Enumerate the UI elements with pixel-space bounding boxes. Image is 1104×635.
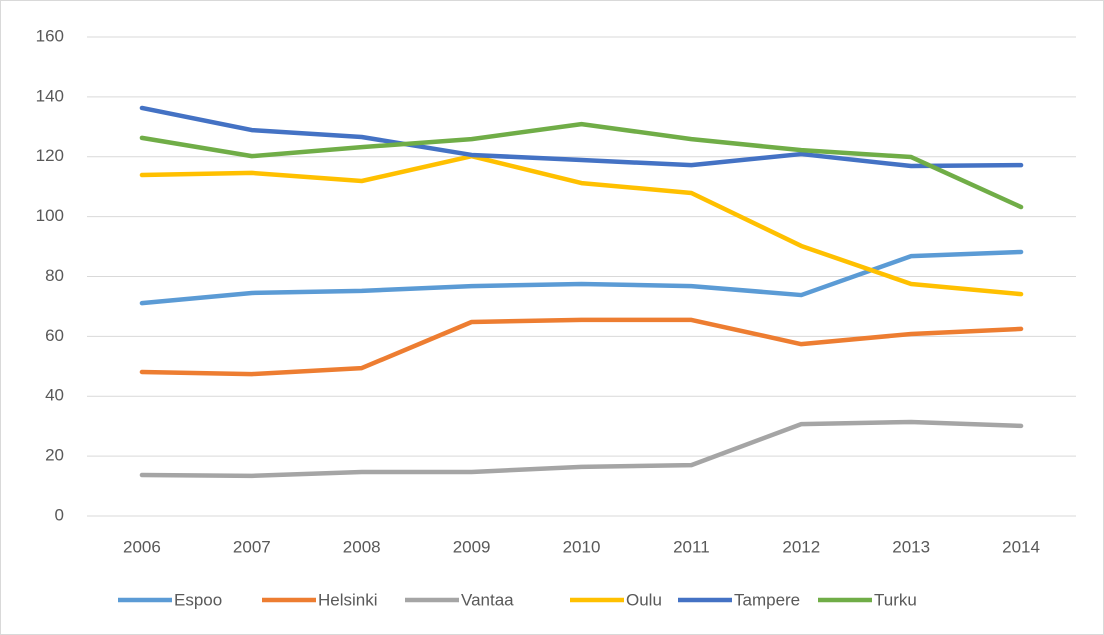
series-line <box>139 153 1024 297</box>
x-tick-label: 2009 <box>453 537 491 556</box>
x-tick-label: 2011 <box>673 537 710 556</box>
x-tick-label: 2007 <box>233 537 271 556</box>
y-tick-label: 120 <box>36 146 64 165</box>
series-line <box>139 317 1024 377</box>
x-tick-label: 2010 <box>563 537 601 556</box>
y-tick-label: 20 <box>45 446 64 465</box>
y-tick-label: 40 <box>45 386 64 405</box>
series-line <box>139 121 1024 210</box>
legend-label: Tampere <box>734 590 800 609</box>
legend-label: Espoo <box>174 590 222 609</box>
y-tick-label: 160 <box>36 26 64 45</box>
legend-label: Helsinki <box>318 590 378 609</box>
x-tick-label: 2008 <box>343 537 381 556</box>
x-tick-label: 2014 <box>1002 537 1040 556</box>
x-tick-label: 2013 <box>892 537 930 556</box>
y-tick-label: 60 <box>45 326 64 345</box>
y-tick-label: 140 <box>36 86 64 105</box>
legend-label: Turku <box>874 590 917 609</box>
series-line <box>139 105 1024 169</box>
legend-label: Oulu <box>626 590 662 609</box>
y-tick-label: 80 <box>45 266 64 285</box>
legend-label: Vantaa <box>461 590 514 609</box>
x-tick-label: 2012 <box>782 537 820 556</box>
x-tick-label: 2006 <box>123 537 161 556</box>
series-line <box>139 419 1024 479</box>
y-tick-label: 100 <box>36 206 64 225</box>
y-tick-label: 0 <box>55 505 64 524</box>
